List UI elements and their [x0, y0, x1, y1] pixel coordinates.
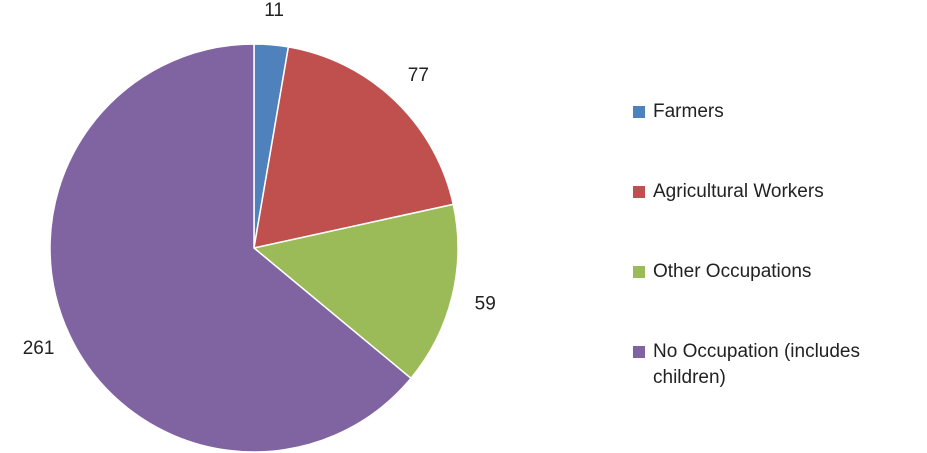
pie-slice [252, 203, 459, 380]
legend-item: Agricultural Workers [633, 179, 923, 205]
legend-item: Other Occupations [633, 259, 923, 285]
legend-label: Farmers [653, 101, 724, 122]
data-label: 77 [408, 65, 429, 86]
legend-swatch [633, 186, 645, 198]
data-label: 59 [475, 293, 496, 314]
legend-swatch [633, 266, 645, 278]
legend-swatch [633, 106, 645, 118]
pie-slice [49, 43, 413, 453]
chart: 11 77 59 261 [23, 0, 496, 453]
legend-label: Other Occupations [653, 261, 812, 282]
legend-swatch [633, 346, 645, 358]
data-label: 11 [264, 0, 284, 21]
legend-item: No Occupation (includes children) [633, 339, 923, 391]
legend-item: Farmers [633, 99, 923, 125]
legend-label: No Occupation (includes children) [653, 341, 860, 388]
data-label: 261 [23, 338, 55, 359]
legend-label: Agricultural Workers [653, 181, 824, 202]
pie-slice [253, 46, 455, 249]
